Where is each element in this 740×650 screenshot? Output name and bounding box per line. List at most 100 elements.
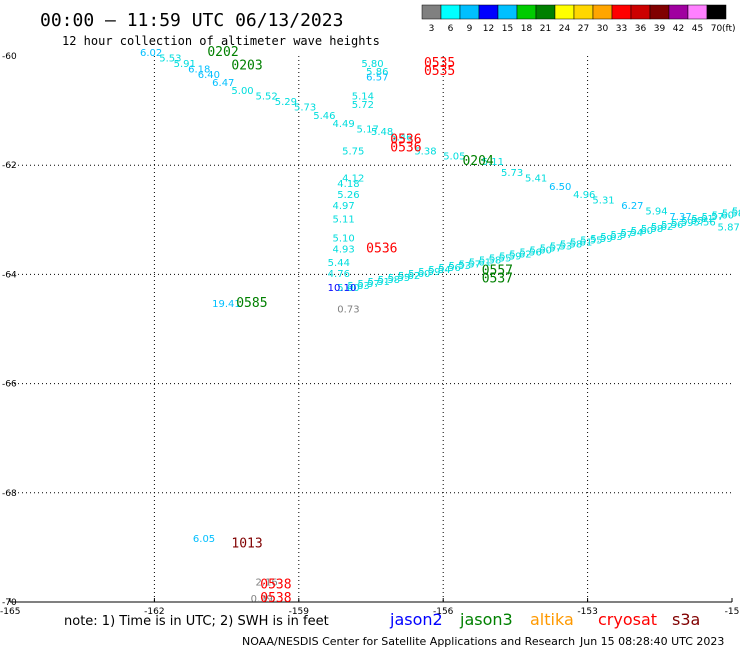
swh-point-17: 5.11 [482, 157, 504, 168]
scale-value-12: 39 [654, 24, 666, 34]
scale-swatch-4 [497, 4, 518, 20]
y-tick-label-1: -62 [2, 161, 17, 171]
track-point-0: 5.60 [337, 283, 359, 294]
pass-label-8: 0557 [482, 263, 513, 278]
mission-s3a: s3a [672, 610, 700, 629]
swh-point-39: 5.11 [332, 215, 354, 226]
pass-label-0: 0202 [207, 45, 238, 60]
track-point-37: 5.60 [712, 210, 734, 221]
scale-swatch-7 [554, 4, 575, 20]
track-point-12: 5.57 [459, 259, 481, 270]
swh-point-21: 4.96 [573, 190, 595, 201]
pass-label-5: 0536 [390, 141, 421, 156]
pass-label-6: 0204 [462, 154, 493, 169]
swh-point-44: 10.10 [328, 283, 357, 294]
pass-label-10: 0585 [236, 296, 267, 311]
swh-point-45: 19.41 [212, 299, 241, 310]
swh-point-31: 6.57 [366, 73, 388, 84]
pass-label-1: 0203 [231, 59, 262, 74]
scale-value-14: 45 [692, 24, 703, 34]
scale-value-13: 42 [673, 24, 684, 34]
swh-point-27: 5.87 [718, 223, 740, 234]
scale-swatch-10 [611, 4, 632, 20]
pass-label-11: 1013 [231, 536, 262, 551]
swh-point-2: 5.91 [174, 59, 196, 70]
track-point-4: 5.58 [378, 275, 400, 286]
swh-point-1: 5.53 [159, 53, 181, 64]
swh-point-12: 5.17 [357, 124, 379, 135]
track-point-34: 5.55 [681, 216, 703, 227]
scale-swatch-3 [478, 4, 499, 20]
track-point-32: 5.56 [661, 220, 683, 231]
scale-swatch-12 [649, 4, 670, 20]
swh-point-35: 4.12 [342, 174, 364, 185]
x-tick-label-0: -165 [0, 607, 20, 617]
track-point-5: 5.55 [388, 273, 410, 284]
track-point-33: 5.59 [671, 218, 693, 229]
scale-value-6: 21 [540, 24, 551, 34]
mission-jason3: jason3 [459, 610, 513, 629]
track-point-35: 5.61 [692, 214, 714, 225]
swh-point-11: 4.49 [332, 119, 354, 130]
swh-point-7: 5.52 [255, 92, 277, 103]
scale-swatch-0 [421, 4, 442, 20]
track-point-16: 5.59 [499, 251, 521, 262]
scale-value-5: 18 [521, 24, 533, 34]
scale-value-10: 33 [616, 24, 627, 34]
swh-point-34: 5.75 [342, 146, 364, 157]
swh-point-40: 5.10 [332, 234, 354, 245]
swh-point-32: 5.14 [352, 92, 374, 103]
swh-point-43: 4.76 [328, 269, 350, 280]
track-point-6: 5.62 [398, 271, 420, 282]
swh-point-0: 6.02 [140, 48, 162, 59]
scale-swatch-2 [459, 4, 480, 20]
swh-point-19: 5.41 [525, 174, 547, 185]
chart-title: 00:00 – 11:59 UTC 06/13/2023 [40, 10, 343, 31]
swh-point-4: 6.40 [198, 70, 220, 81]
swh-point-22: 5.31 [592, 195, 614, 206]
swh-point-38: 4.97 [332, 201, 354, 212]
swh-point-36: 4.18 [337, 179, 359, 190]
y-tick-label-5: -70 [2, 598, 17, 608]
swh-point-6: 5.00 [231, 86, 253, 97]
scale-value-11: 36 [635, 24, 647, 34]
swh-point-24: 5.94 [645, 206, 667, 217]
satellite-track: 5.605.635.575.515.585.555.625.605.595.54… [337, 206, 740, 293]
swh-point-16: 5.05 [443, 152, 465, 163]
swh-point-49: 0.99 [251, 594, 273, 605]
color-scale-legend: 3 6 9 12 15 18 21 24 27 30 33 36 39 42 45 70 (ft) [421, 4, 736, 34]
plot-area [10, 56, 732, 602]
swh-point-46: 0.73 [337, 305, 359, 316]
swh-point-9: 5.73 [294, 103, 316, 114]
pass-label-2: 0535 [424, 56, 455, 71]
footer-credit: NOAA/NESDIS Center for Satellite Applica… [242, 635, 575, 648]
track-point-2: 5.57 [358, 279, 380, 290]
scale-value-0: 3 [429, 24, 435, 34]
track-point-36: 5.57 [702, 212, 724, 223]
track-point-20: 5.57 [540, 244, 562, 255]
scale-value-2: 9 [467, 24, 473, 34]
swh-point-47: 6.05 [193, 534, 215, 545]
scale-value-1: 6 [448, 24, 454, 34]
track-point-29: 5.60 [631, 226, 653, 237]
y-tick-label-0: -60 [2, 52, 17, 62]
track-point-7: 5.60 [408, 269, 430, 280]
swh-point-26: 5.56 [693, 217, 715, 228]
scale-swatch-1 [440, 4, 461, 20]
track-point-25: 5.59 [590, 234, 612, 245]
swh-point-15: 5.38 [414, 146, 436, 157]
footer-note: note: 1) Time is in UTC; 2) SWH is in fe… [64, 614, 329, 629]
scale-swatch-14 [687, 4, 708, 20]
track-point-31: 5.62 [651, 222, 673, 233]
scale-value-4: 15 [502, 24, 513, 34]
swh-point-5: 6.47 [212, 78, 234, 89]
track-point-21: 5.53 [550, 242, 572, 253]
track-point-17: 5.62 [509, 249, 531, 260]
track-point-18: 5.56 [519, 248, 541, 259]
x-tick-label-3: -156 [433, 607, 454, 617]
pass-label-3: 0535 [424, 64, 455, 79]
plot-grid [10, 56, 732, 602]
pass-label-7: 0536 [366, 242, 397, 257]
